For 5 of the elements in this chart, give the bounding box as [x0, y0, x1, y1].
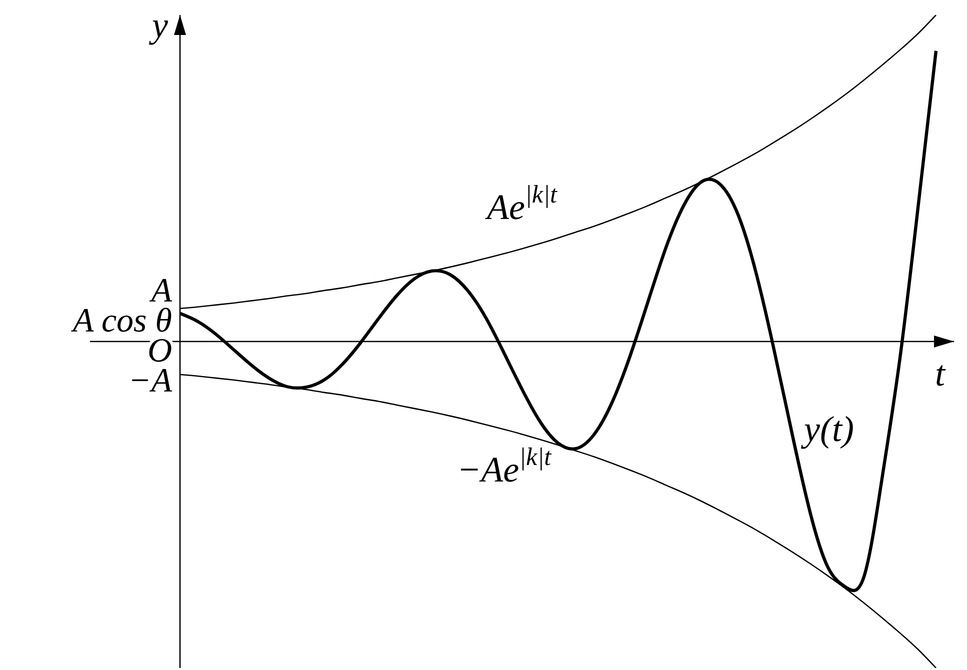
series-label: Ae$^{|k|t}$	[485, 181, 558, 228]
y-axis-title: y	[149, 5, 168, 46]
series-label: −Ae$^{|k|t}$	[456, 444, 552, 490]
series-label: y(t)	[801, 410, 854, 450]
x-axis-title: t	[934, 354, 946, 394]
